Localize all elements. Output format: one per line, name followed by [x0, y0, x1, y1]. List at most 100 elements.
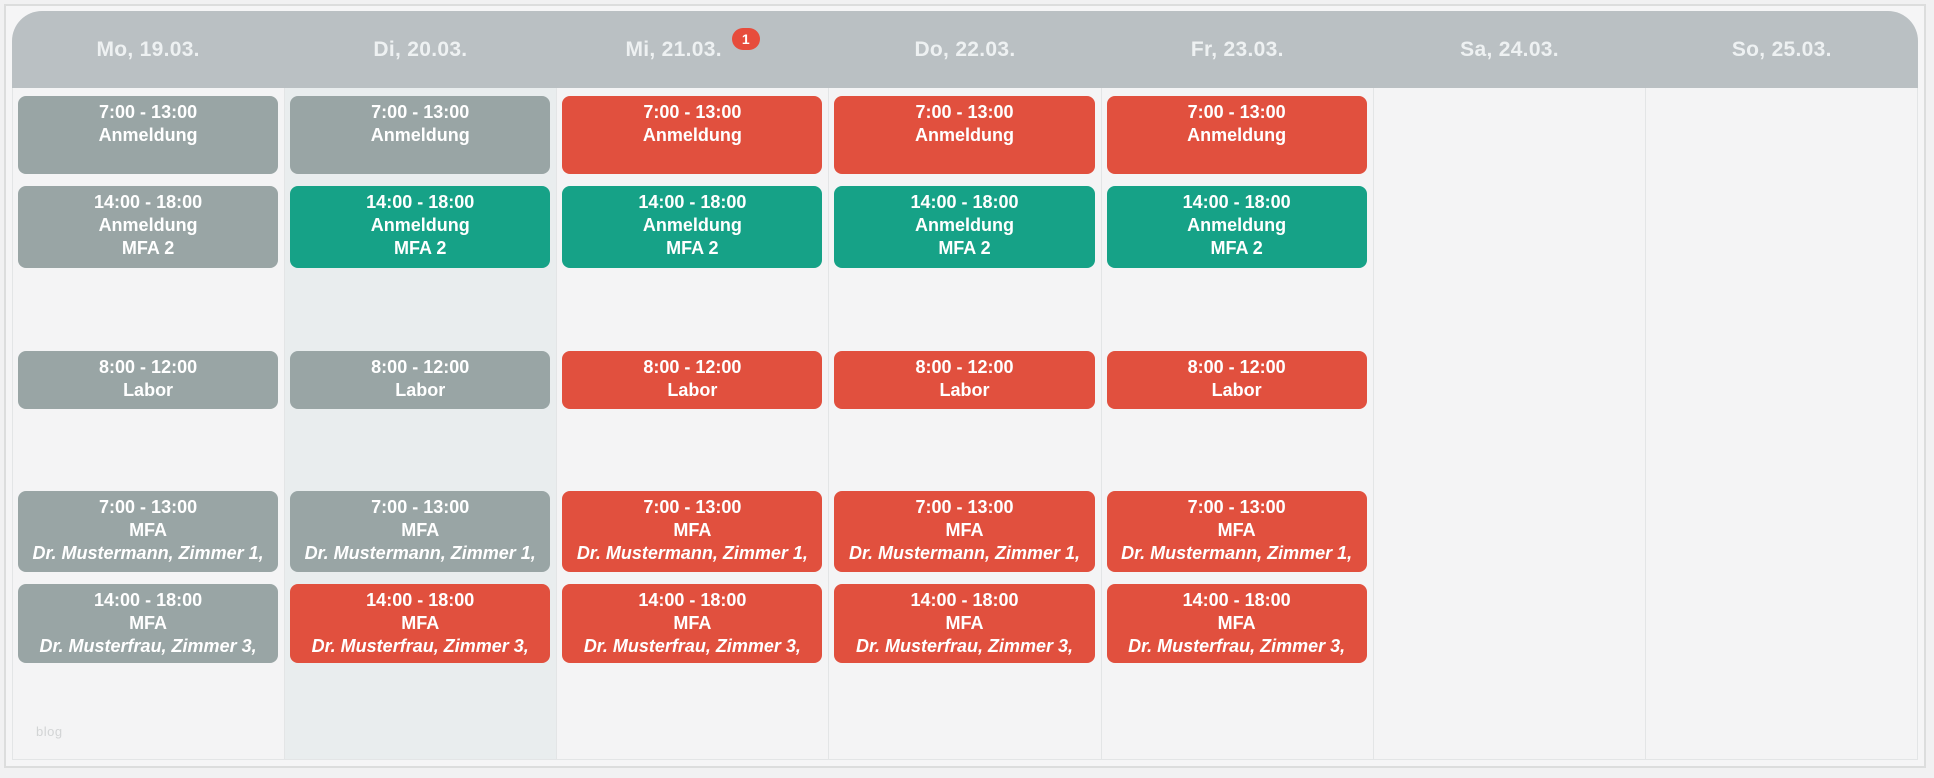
- event-time: 14:00 - 18:00: [910, 590, 1019, 610]
- event-mfa[interactable]: 7:00 - 13:00 MFA Dr. Mustermann, Zimmer 1,: [290, 491, 551, 572]
- event-detail: MFA 2: [121, 238, 175, 258]
- event-time: 14:00 - 18:00: [638, 590, 747, 610]
- event-title: Labor: [667, 380, 718, 400]
- event-time: 7:00 - 13:00: [1187, 102, 1286, 122]
- event-mfa[interactable]: 14:00 - 18:00 MFA Dr. Musterfrau, Zimmer 3…: [834, 584, 1095, 663]
- day-header-mi[interactable]: Mi, 21.03. 1: [557, 11, 829, 88]
- event-title: Anmeldung: [370, 125, 470, 145]
- day-header-so[interactable]: So, 25.03.: [1646, 11, 1918, 88]
- event-time: 8:00 - 12:00: [1187, 357, 1286, 377]
- event-title: MFA: [1217, 613, 1256, 633]
- event-detail: Dr. Mustermann, Zimmer 1,: [576, 543, 808, 563]
- event-title: MFA: [673, 520, 712, 540]
- event-detail: Dr. Musterfrau, Zimmer 3,: [39, 636, 257, 656]
- event-title: Anmeldung: [98, 125, 198, 145]
- event-title: Anmeldung: [1187, 125, 1287, 145]
- day-header-di[interactable]: Di, 20.03.: [284, 11, 556, 88]
- event-title: Anmeldung: [98, 215, 198, 235]
- day-header-sa[interactable]: Sa, 24.03.: [1373, 11, 1645, 88]
- day-header-label: Di, 20.03.: [373, 37, 468, 61]
- event-anmeldung[interactable]: 7:00 - 13:00 Anmeldung: [290, 96, 551, 174]
- event-time: 14:00 - 18:00: [94, 590, 203, 610]
- event-detail: MFA 2: [394, 238, 447, 258]
- event-title: MFA: [1217, 520, 1256, 540]
- event-anmeldung[interactable]: 14:00 - 18:00 Anmeldung MFA 2: [18, 186, 279, 268]
- event-anmeldung[interactable]: 7:00 - 13:00 Anmeldung: [18, 96, 279, 174]
- event-time: 7:00 - 13:00: [643, 497, 742, 517]
- event-title: MFA: [129, 520, 168, 540]
- day-column-mo[interactable]: 7:00 - 13:00 Anmeldung 14:00 - 18:00 Anmeld…: [13, 88, 286, 759]
- event-title: Anmeldung: [642, 125, 742, 145]
- event-detail: MFA 2: [938, 238, 991, 258]
- event-anmeldung[interactable]: 7:00 - 13:00 Anmeldung: [834, 96, 1095, 174]
- watermark-text: blog: [36, 724, 63, 739]
- event-mfa[interactable]: 14:00 - 18:00 MFA Dr. Musterfrau, Zimmer 3…: [1106, 584, 1367, 663]
- event-title: Anmeldung: [642, 215, 742, 235]
- event-title: MFA: [945, 613, 984, 633]
- event-title: MFA: [945, 520, 984, 540]
- event-mfa[interactable]: 14:00 - 18:00 MFA Dr. Musterfrau, Zimmer 3…: [18, 584, 279, 663]
- event-mfa[interactable]: 7:00 - 13:00 MFA Dr. Mustermann, Zimmer 1,: [562, 491, 823, 572]
- event-anmeldung[interactable]: 7:00 - 13:00 Anmeldung: [1106, 96, 1367, 174]
- event-anmeldung[interactable]: 14:00 - 18:00 Anmeldung MFA 2: [562, 186, 823, 268]
- event-time: 7:00 - 13:00: [99, 497, 198, 517]
- day-header-label: Do, 22.03.: [914, 37, 1016, 61]
- event-anmeldung[interactable]: 14:00 - 18:00 Anmeldung MFA 2: [290, 186, 551, 268]
- day-column-so[interactable]: [1646, 88, 1917, 759]
- day-column-sa[interactable]: [1374, 88, 1646, 759]
- event-anmeldung[interactable]: 14:00 - 18:00 Anmeldung MFA 2: [834, 186, 1095, 268]
- day-header-label: Mo, 19.03.: [96, 37, 200, 61]
- day-header-label: Sa, 24.03.: [1460, 37, 1559, 61]
- calendar-header-row: Mo, 19.03. Di, 20.03. Mi, 21.03. 1 Do, 2…: [12, 11, 1918, 88]
- event-labor[interactable]: 8:00 - 12:00 Labor: [18, 351, 279, 409]
- event-mfa[interactable]: 7:00 - 13:00 MFA Dr. Mustermann, Zimmer 1,: [18, 491, 279, 572]
- day-header-mo[interactable]: Mo, 19.03.: [12, 11, 284, 88]
- day-column-mi[interactable]: 7:00 - 13:00 Anmeldung 14:00 - 18:00 Anmeld…: [557, 88, 830, 759]
- event-time: 7:00 - 13:00: [371, 497, 470, 517]
- event-title: Anmeldung: [914, 125, 1014, 145]
- day-header-do[interactable]: Do, 22.03.: [829, 11, 1101, 88]
- event-labor[interactable]: 8:00 - 12:00 Labor: [1106, 351, 1367, 409]
- event-title: Anmeldung: [370, 215, 470, 235]
- event-time: 14:00 - 18:00: [910, 192, 1019, 212]
- event-labor[interactable]: 8:00 - 12:00 Labor: [562, 351, 823, 409]
- event-time: 7:00 - 13:00: [1187, 497, 1286, 517]
- day-column-do[interactable]: 7:00 - 13:00 Anmeldung 14:00 - 18:00 Anmeld…: [829, 88, 1102, 759]
- event-time: 8:00 - 12:00: [643, 357, 742, 377]
- event-title: Labor: [395, 380, 446, 400]
- notification-count-badge: 1: [731, 27, 760, 50]
- event-detail: MFA 2: [666, 238, 719, 258]
- event-title: Labor: [1211, 380, 1262, 400]
- event-detail: Dr. Musterfrau, Zimmer 3,: [855, 636, 1074, 656]
- event-time: 8:00 - 12:00: [99, 357, 198, 377]
- event-detail: MFA 2: [1210, 238, 1263, 258]
- event-time: 14:00 - 18:00: [638, 192, 747, 212]
- event-time: 7:00 - 13:00: [371, 102, 470, 122]
- event-detail: Dr. Mustermann, Zimmer 1,: [1121, 543, 1353, 563]
- event-title: Anmeldung: [914, 215, 1014, 235]
- event-time: 14:00 - 18:00: [94, 192, 203, 212]
- event-labor[interactable]: 8:00 - 12:00 Labor: [834, 351, 1095, 409]
- day-header-label: Mi, 21.03.: [625, 37, 722, 61]
- event-mfa[interactable]: 7:00 - 13:00 MFA Dr. Mustermann, Zimmer 1,: [834, 491, 1095, 572]
- day-header-label: So, 25.03.: [1731, 37, 1832, 61]
- event-time: 7:00 - 13:00: [643, 102, 742, 122]
- calendar-grid: 7:00 - 13:00 Anmeldung 14:00 - 18:00 Anmeld…: [12, 88, 1918, 760]
- event-title: MFA: [401, 520, 440, 540]
- event-anmeldung[interactable]: 14:00 - 18:00 Anmeldung MFA 2: [1106, 186, 1367, 268]
- event-time: 14:00 - 18:00: [1182, 192, 1291, 212]
- event-mfa[interactable]: 14:00 - 18:00 MFA Dr. Musterfrau, Zimmer 3…: [562, 584, 823, 663]
- calendar-panel: Mo, 19.03. Di, 20.03. Mi, 21.03. 1 Do, 2…: [4, 4, 1926, 768]
- day-column-di[interactable]: 7:00 - 13:00 Anmeldung 14:00 - 18:00 Anmeld…: [285, 88, 558, 759]
- day-column-fr[interactable]: 7:00 - 13:00 Anmeldung 14:00 - 18:00 Anmeld…: [1102, 88, 1374, 759]
- event-title: Labor: [939, 380, 990, 400]
- event-mfa[interactable]: 7:00 - 13:00 MFA Dr. Mustermann, Zimmer 1,: [1106, 491, 1367, 572]
- event-labor[interactable]: 8:00 - 12:00 Labor: [290, 351, 551, 409]
- day-header-fr[interactable]: Fr, 23.03.: [1101, 11, 1373, 88]
- event-time: 7:00 - 13:00: [915, 102, 1014, 122]
- event-detail: Dr. Musterfrau, Zimmer 3,: [583, 636, 801, 656]
- event-time: 8:00 - 12:00: [915, 357, 1014, 377]
- event-anmeldung[interactable]: 7:00 - 13:00 Anmeldung: [562, 96, 823, 174]
- event-title: Labor: [123, 380, 174, 400]
- event-mfa[interactable]: 14:00 - 18:00 MFA Dr. Musterfrau, Zimmer 3…: [290, 584, 551, 663]
